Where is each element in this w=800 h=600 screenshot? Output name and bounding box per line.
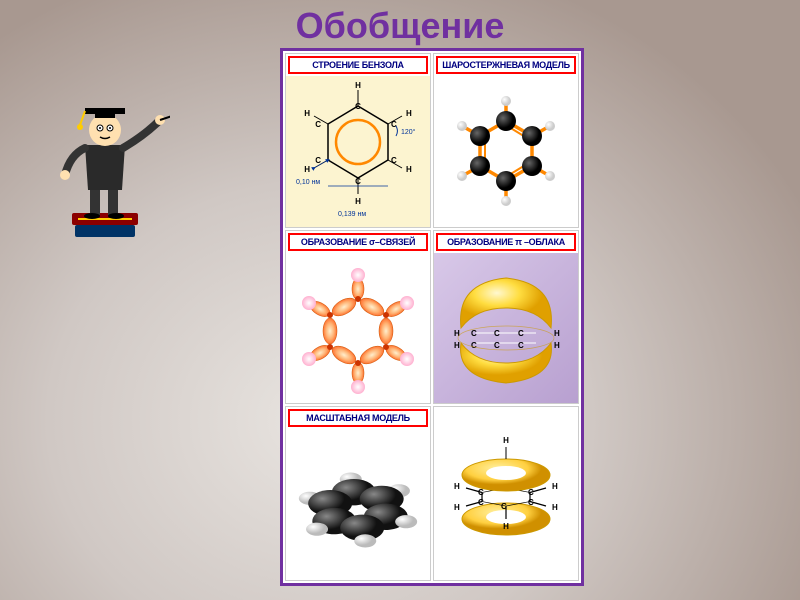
svg-text:C: C bbox=[528, 498, 534, 507]
svg-text:H: H bbox=[355, 81, 361, 90]
svg-text:C: C bbox=[471, 341, 477, 350]
svg-text:C: C bbox=[518, 329, 524, 338]
svg-text:C: C bbox=[494, 329, 500, 338]
svg-text:0,139 нм: 0,139 нм bbox=[338, 211, 366, 218]
panel-sigma: ОБРАЗОВАНИЕ σ–СВЯЗЕЙ bbox=[285, 230, 431, 405]
svg-text:H: H bbox=[454, 482, 460, 491]
panel-header: СТРОЕНИЕ БЕНЗОЛА bbox=[288, 56, 428, 74]
svg-text:H: H bbox=[554, 329, 560, 338]
svg-text:C: C bbox=[355, 102, 361, 111]
panel-structure: СТРОЕНИЕ БЕНЗОЛА C C C C C C bbox=[285, 53, 431, 228]
svg-text:H: H bbox=[406, 165, 412, 174]
svg-text:H: H bbox=[503, 436, 509, 445]
panel-header: МАСШТАБНАЯ МОДЕЛЬ bbox=[288, 409, 428, 427]
svg-text:C: C bbox=[528, 488, 534, 497]
panel-header: ОБРАЗОВАНИЕ σ–СВЯЗЕЙ bbox=[288, 233, 428, 251]
svg-text:H: H bbox=[554, 341, 560, 350]
svg-text:C: C bbox=[471, 329, 477, 338]
diagram-grid: СТРОЕНИЕ БЕНЗОЛА C C C C C C bbox=[280, 48, 584, 586]
svg-text:H: H bbox=[355, 197, 361, 206]
svg-text:C: C bbox=[315, 156, 321, 165]
svg-text:H: H bbox=[454, 329, 460, 338]
panel-spacefill: МАСШТАБНАЯ МОДЕЛЬ bbox=[285, 406, 431, 581]
svg-text:H: H bbox=[406, 109, 412, 118]
svg-text:C: C bbox=[478, 498, 484, 507]
svg-text:120°: 120° bbox=[401, 128, 416, 136]
teacher-illustration bbox=[50, 90, 170, 250]
panel-header: ОБРАЗОВАНИЕ π –ОБЛАКА bbox=[436, 233, 576, 251]
svg-text:C: C bbox=[501, 502, 507, 511]
panel-header: ШАРОСТЕРЖНЕВАЯ МОДЕЛЬ bbox=[436, 56, 576, 74]
svg-text:H: H bbox=[552, 503, 558, 512]
svg-text:C: C bbox=[494, 341, 500, 350]
panel-ball-stick: ШАРОСТЕРЖНЕВАЯ МОДЕЛЬ bbox=[433, 53, 579, 228]
page-title: Обобщение bbox=[296, 5, 505, 47]
svg-text:C: C bbox=[478, 488, 484, 497]
svg-text:0,10 нм: 0,10 нм bbox=[296, 179, 320, 186]
svg-text:C: C bbox=[355, 177, 361, 186]
svg-text:H: H bbox=[304, 165, 310, 174]
svg-text:C: C bbox=[315, 120, 321, 129]
svg-text:H: H bbox=[304, 109, 310, 118]
panel-pi: ОБРАЗОВАНИЕ π –ОБЛАКА C C C C C bbox=[433, 230, 579, 405]
panel-torus: H H H H H H C C C C C C H bbox=[433, 406, 579, 581]
svg-text:H: H bbox=[454, 503, 460, 512]
svg-text:C: C bbox=[518, 341, 524, 350]
svg-text:H: H bbox=[552, 482, 558, 491]
svg-text:C: C bbox=[391, 120, 397, 129]
svg-text:H: H bbox=[503, 522, 509, 531]
svg-text:C: C bbox=[391, 156, 397, 165]
svg-text:H: H bbox=[454, 341, 460, 350]
